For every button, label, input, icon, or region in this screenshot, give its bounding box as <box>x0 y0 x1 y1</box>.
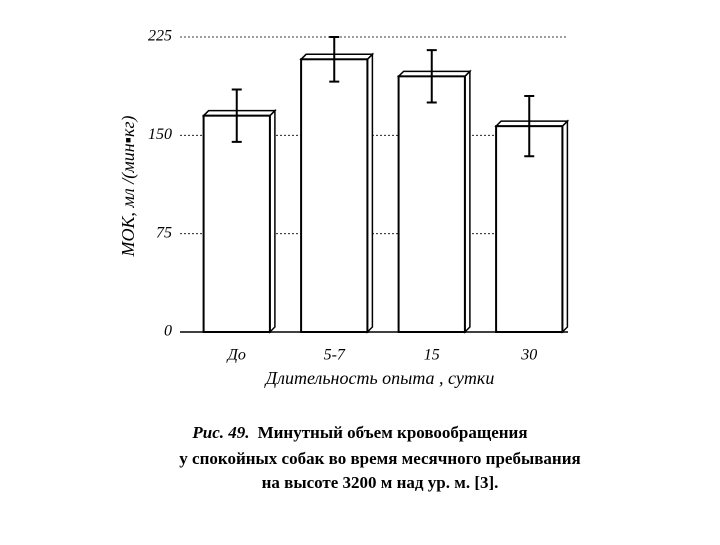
x-tick-label: До <box>226 347 246 364</box>
error-bar <box>426 49 437 104</box>
caption-text: Минутный объем кровообращения <box>258 423 528 442</box>
x-axis-label: Длительность опыта , сутки <box>264 368 495 388</box>
y-axis-label: МОК, мл /(мин▪кг) <box>118 115 139 257</box>
caption-line: на высоте 3200 м над ур. м. [3]. <box>262 473 499 492</box>
error-bar <box>329 36 340 83</box>
error-bar <box>524 95 535 158</box>
x-tick-label: 5-7 <box>324 347 346 364</box>
y-tick-label: 225 <box>148 28 172 45</box>
error-bar <box>231 88 242 143</box>
y-tick-label: 75 <box>156 224 172 241</box>
y-tick-label: 0 <box>164 323 172 340</box>
caption-line: у спокойных собак во время месячного пре… <box>179 449 580 468</box>
bar <box>202 114 271 333</box>
x-tick-label: 30 <box>520 347 537 364</box>
y-tick-label: 150 <box>148 126 172 143</box>
figure-label: Рис. 49. <box>191 423 249 442</box>
x-tick-label: 15 <box>424 347 440 364</box>
bar <box>300 58 369 334</box>
caption-line: Рис. 49. Минутный объем кровообращения <box>191 423 527 442</box>
bar <box>397 75 466 334</box>
